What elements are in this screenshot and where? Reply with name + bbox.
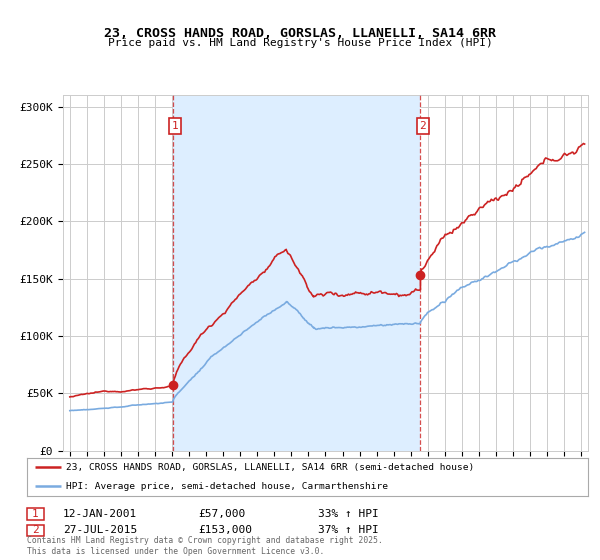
Text: 2: 2 <box>419 121 427 131</box>
Text: 23, CROSS HANDS ROAD, GORSLAS, LLANELLI, SA14 6RR: 23, CROSS HANDS ROAD, GORSLAS, LLANELLI,… <box>104 27 496 40</box>
Text: HPI: Average price, semi-detached house, Carmarthenshire: HPI: Average price, semi-detached house,… <box>66 482 388 491</box>
Text: 1: 1 <box>32 509 39 519</box>
Text: 2: 2 <box>32 525 39 535</box>
Text: 1: 1 <box>172 121 179 131</box>
Bar <box>173 95 421 451</box>
Text: £57,000: £57,000 <box>198 509 245 519</box>
Text: 37% ↑ HPI: 37% ↑ HPI <box>318 525 379 535</box>
Text: 12-JAN-2001: 12-JAN-2001 <box>63 509 137 519</box>
Text: £153,000: £153,000 <box>198 525 252 535</box>
Text: 33% ↑ HPI: 33% ↑ HPI <box>318 509 379 519</box>
Text: Price paid vs. HM Land Registry's House Price Index (HPI): Price paid vs. HM Land Registry's House … <box>107 38 493 48</box>
Text: 27-JUL-2015: 27-JUL-2015 <box>63 525 137 535</box>
Text: Contains HM Land Registry data © Crown copyright and database right 2025.
This d: Contains HM Land Registry data © Crown c… <box>27 536 383 556</box>
Text: 23, CROSS HANDS ROAD, GORSLAS, LLANELLI, SA14 6RR (semi-detached house): 23, CROSS HANDS ROAD, GORSLAS, LLANELLI,… <box>66 463 475 472</box>
